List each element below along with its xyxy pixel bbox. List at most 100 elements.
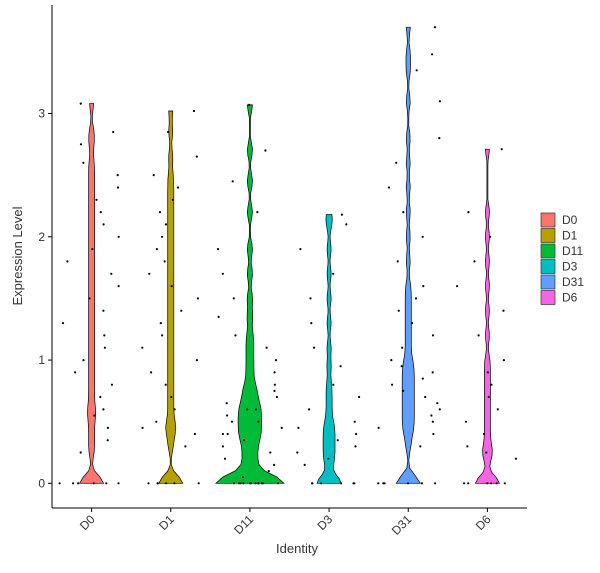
point [170, 395, 173, 399]
point [74, 371, 77, 374]
point [230, 420, 234, 423]
point [430, 414, 433, 417]
point [464, 420, 468, 423]
point [303, 463, 306, 466]
point [106, 426, 109, 429]
point [216, 248, 220, 251]
y-tick-label: 3 [38, 106, 45, 120]
point [310, 322, 313, 325]
point [99, 211, 102, 214]
point [102, 309, 105, 312]
x-tick-label: D3 [314, 512, 335, 533]
point [170, 285, 173, 288]
legend-label: D3 [562, 260, 578, 274]
point [93, 414, 96, 417]
violin [395, 26, 421, 484]
point [296, 451, 299, 454]
point [485, 451, 488, 454]
point [116, 174, 119, 177]
violin [158, 110, 184, 484]
point [377, 482, 380, 485]
point [456, 285, 459, 288]
point [110, 383, 113, 386]
point [402, 389, 405, 392]
point [387, 186, 391, 189]
point [141, 346, 144, 349]
point [88, 297, 91, 300]
point [438, 137, 441, 140]
legend-label: D31 [562, 275, 584, 289]
point [482, 432, 486, 436]
violin [474, 148, 500, 484]
point [276, 482, 280, 485]
point [269, 451, 272, 454]
point [438, 408, 441, 411]
point [415, 69, 418, 72]
point [410, 322, 414, 325]
x-tick-label: D0 [77, 512, 98, 533]
point [267, 469, 270, 473]
x-tick-label: D11 [231, 512, 256, 537]
point [110, 272, 113, 275]
point [79, 102, 82, 105]
point [248, 103, 251, 106]
point [401, 346, 404, 349]
point [165, 482, 168, 485]
point [77, 482, 80, 485]
point [231, 180, 234, 183]
point [353, 420, 356, 423]
point [262, 482, 265, 485]
point [466, 445, 469, 448]
point [155, 248, 158, 251]
point [226, 432, 229, 436]
point [141, 426, 144, 429]
point [432, 432, 435, 436]
point [193, 432, 196, 436]
y-tick-label: 0 [38, 476, 45, 490]
point [163, 260, 166, 263]
point [176, 186, 180, 189]
point [117, 482, 120, 485]
point [400, 365, 403, 368]
point [79, 143, 83, 146]
point [242, 482, 245, 485]
point [467, 482, 470, 485]
point [309, 297, 312, 300]
point [390, 359, 393, 362]
point [254, 408, 257, 411]
point [155, 420, 158, 423]
point [297, 426, 300, 429]
point [102, 223, 105, 226]
point [164, 383, 167, 386]
point [327, 457, 330, 460]
point [156, 482, 159, 485]
point [503, 482, 506, 485]
point [158, 211, 162, 214]
point [249, 482, 252, 485]
point [106, 439, 109, 442]
point [463, 482, 466, 485]
point [95, 198, 98, 201]
point [152, 174, 155, 177]
point [91, 248, 94, 251]
point [391, 383, 394, 386]
point [58, 482, 61, 485]
point [486, 482, 489, 485]
point [336, 439, 339, 442]
point [173, 408, 176, 411]
point [436, 402, 439, 405]
point [340, 482, 343, 485]
point [424, 395, 427, 399]
point [117, 285, 120, 288]
point [159, 322, 162, 325]
point [147, 482, 150, 485]
point [431, 371, 434, 374]
point [273, 371, 276, 374]
point [473, 260, 476, 263]
point [256, 211, 259, 214]
legend-swatch [540, 243, 556, 259]
point [103, 346, 106, 349]
point [184, 445, 187, 448]
point [433, 26, 437, 29]
